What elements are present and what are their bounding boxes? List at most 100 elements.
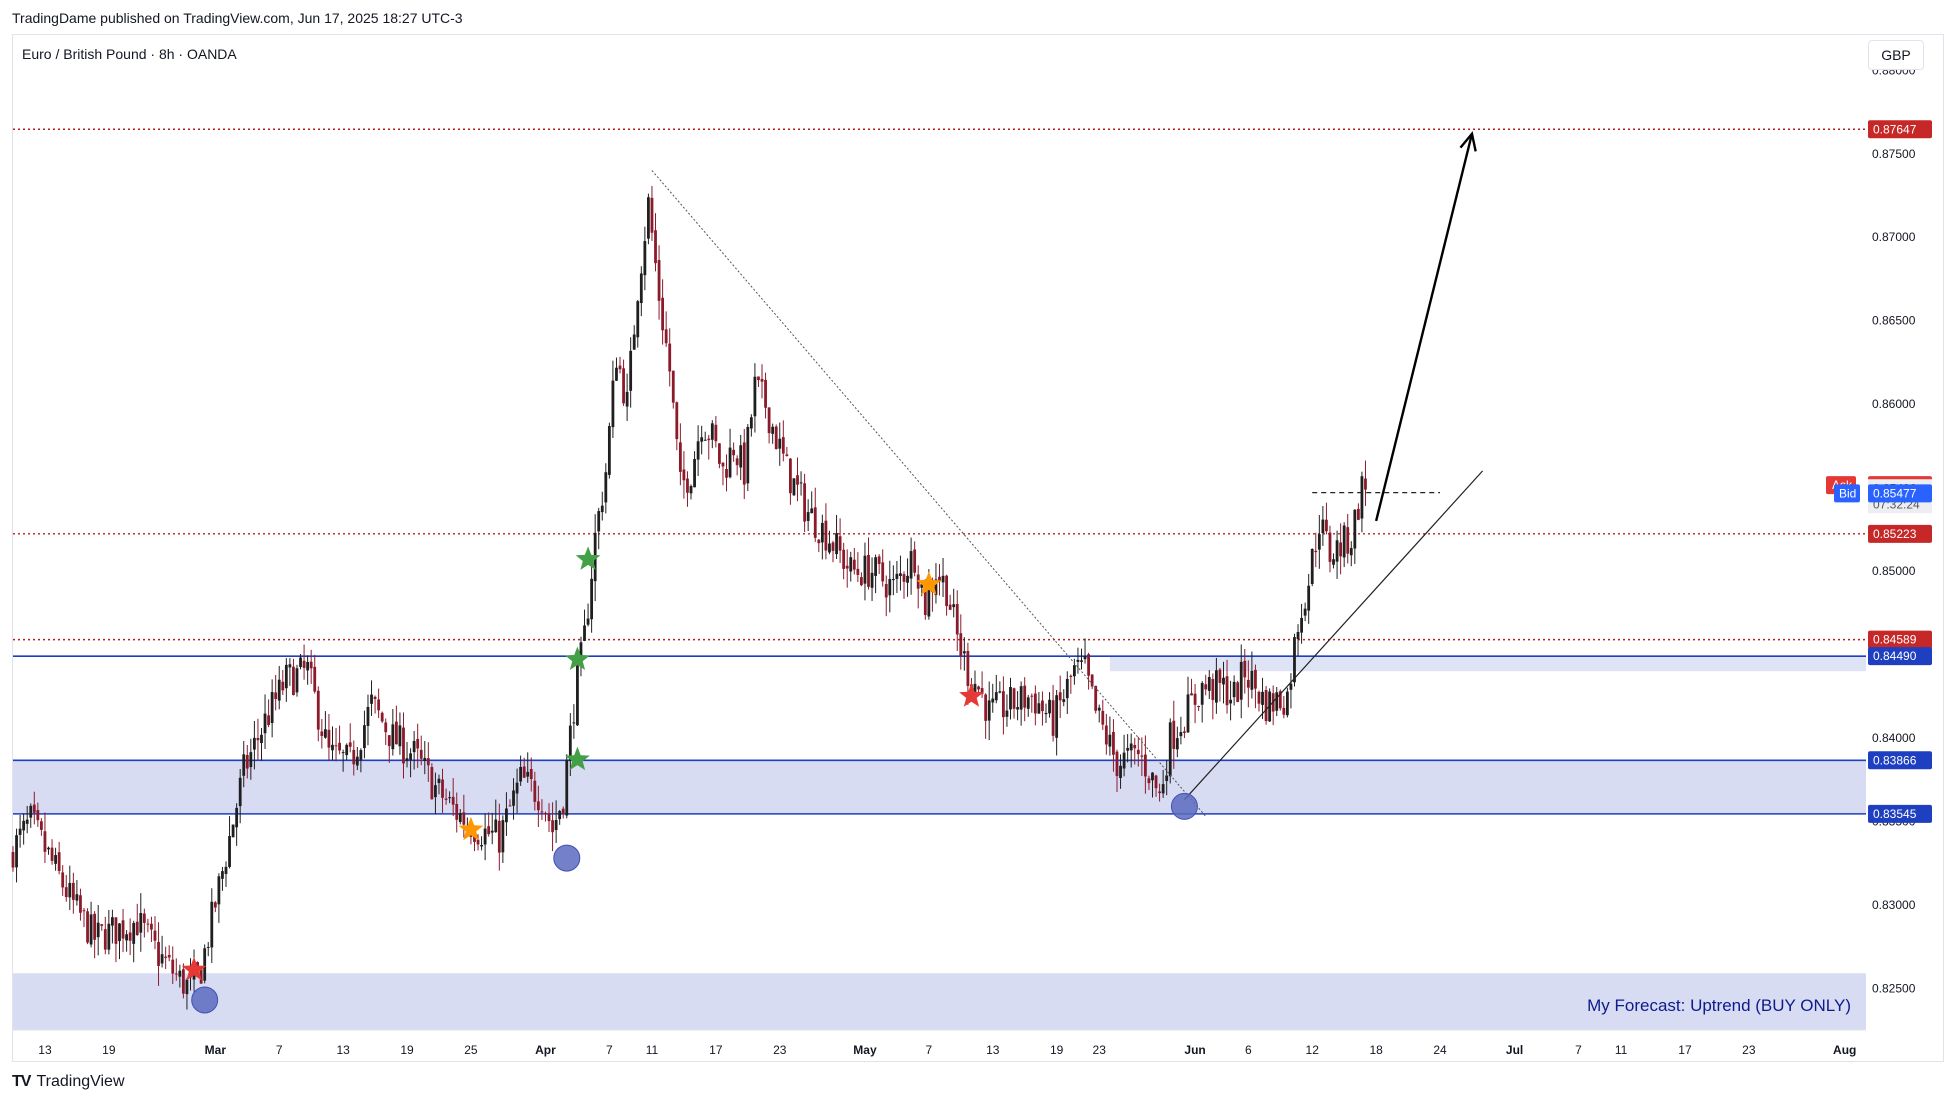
candle-body: [359, 750, 363, 760]
candle-body: [600, 505, 604, 513]
candle-body: [331, 744, 334, 751]
candle-body: [508, 805, 512, 807]
candle-body: [245, 754, 249, 769]
candle-body: [746, 426, 750, 484]
x-tick-label: 17: [1678, 1043, 1692, 1057]
candle-body: [1214, 670, 1218, 703]
candle-body: [132, 922, 136, 944]
candle-body: [1300, 617, 1303, 633]
candle-body: [441, 779, 444, 798]
forecast-arrow-head-icon: [1459, 131, 1477, 152]
candle-body: [647, 197, 650, 239]
candle-body: [796, 475, 799, 485]
candle-body: [29, 805, 33, 818]
candle-body: [39, 821, 43, 830]
candle-body: [561, 808, 565, 814]
bid-price-tag: 0.85477: [1873, 486, 1917, 500]
candle-body: [654, 230, 657, 264]
candle-body: [845, 565, 849, 569]
candle-body: [1076, 659, 1080, 662]
candle-body: [689, 485, 693, 494]
candle-body: [1207, 677, 1211, 691]
candle-body: [196, 962, 199, 967]
candle-body: [146, 923, 150, 925]
y-tick-label: 0.87000: [1872, 230, 1916, 244]
candle-body: [1328, 532, 1332, 562]
candle-body: [1104, 725, 1108, 745]
candle-body: [615, 367, 618, 381]
candle-body: [1349, 548, 1353, 556]
footer-brand[interactable]: TV TradingView: [12, 1073, 125, 1091]
candle-body: [171, 959, 175, 974]
candle-body: [881, 562, 885, 582]
y-tick-label: 0.86500: [1872, 314, 1916, 328]
candle-body: [583, 625, 586, 641]
candle-body: [856, 568, 860, 575]
x-tick-label: 13: [986, 1043, 1000, 1057]
candle-body: [742, 442, 746, 485]
candle-body: [338, 742, 341, 751]
x-tick-label: 19: [1050, 1043, 1064, 1057]
candle-body: [757, 376, 760, 381]
symbol-title[interactable]: Euro / British Pound · 8h · OANDA: [22, 46, 237, 62]
x-tick-label: 25: [464, 1043, 478, 1057]
candle-body: [160, 954, 164, 964]
candle-body: [1087, 654, 1090, 676]
x-tick-label: 19: [400, 1043, 414, 1057]
candle-body: [1222, 677, 1225, 685]
y-tick-label: 0.85000: [1872, 564, 1916, 578]
candle-body: [18, 828, 22, 835]
chart-panel: [12, 34, 1944, 1062]
x-tick-label: 7: [926, 1043, 933, 1057]
candle-body: [497, 820, 501, 853]
x-tick-label: Apr: [535, 1043, 556, 1057]
candle-body: [835, 533, 838, 555]
forecast-arrow[interactable]: [1374, 133, 1474, 522]
candle-body: [100, 924, 104, 926]
candle-body: [1175, 738, 1179, 750]
currency-selector[interactable]: GBP: [1868, 40, 1924, 70]
candle-body: [828, 543, 831, 553]
candle-body: [820, 522, 824, 543]
star-marker-icon: [565, 746, 590, 771]
candle-body: [632, 334, 636, 350]
candle-body: [181, 969, 185, 994]
y-tick-label: 0.87500: [1872, 147, 1916, 161]
candle-body: [121, 920, 125, 939]
candle-body: [86, 911, 89, 943]
candle-body: [540, 811, 544, 813]
candle-body: [306, 661, 310, 671]
downtrend-line[interactable]: [651, 170, 1207, 817]
candle-body: [345, 744, 349, 756]
candle-body: [590, 578, 594, 620]
bid-label: Bid: [1839, 486, 1856, 500]
candle-body: [1218, 669, 1222, 683]
uptrend-line[interactable]: [1183, 470, 1484, 801]
x-tick-label: Mar: [205, 1043, 227, 1057]
tradingview-logo-icon: TV: [12, 1073, 31, 1090]
candle-body: [110, 917, 114, 926]
candle-body: [1332, 559, 1335, 565]
forecast-annotation: My Forecast: Uptrend (BUY ONLY): [1587, 996, 1851, 1015]
candle-body: [1200, 682, 1204, 705]
publish-info: TradingDame published on TradingView.com…: [12, 10, 463, 26]
candle-body: [1236, 682, 1240, 702]
candle-body: [1026, 697, 1030, 709]
candle-body: [945, 575, 948, 607]
candle-body: [867, 554, 870, 587]
candle-body: [1055, 695, 1059, 738]
candle-body: [792, 478, 796, 496]
candle-body: [79, 895, 82, 913]
candle-body: [242, 754, 246, 776]
candle-body: [164, 956, 168, 958]
candle-body: [1168, 722, 1172, 777]
candle-body: [693, 458, 696, 488]
candle-body: [128, 932, 132, 941]
x-tick-label: Aug: [1833, 1043, 1856, 1057]
candle-body: [448, 797, 452, 799]
candle-body: [1033, 693, 1037, 714]
candle-body: [781, 437, 785, 454]
level-tag-0.84589: 0.84589: [1873, 633, 1917, 647]
candle-body: [1204, 684, 1208, 690]
